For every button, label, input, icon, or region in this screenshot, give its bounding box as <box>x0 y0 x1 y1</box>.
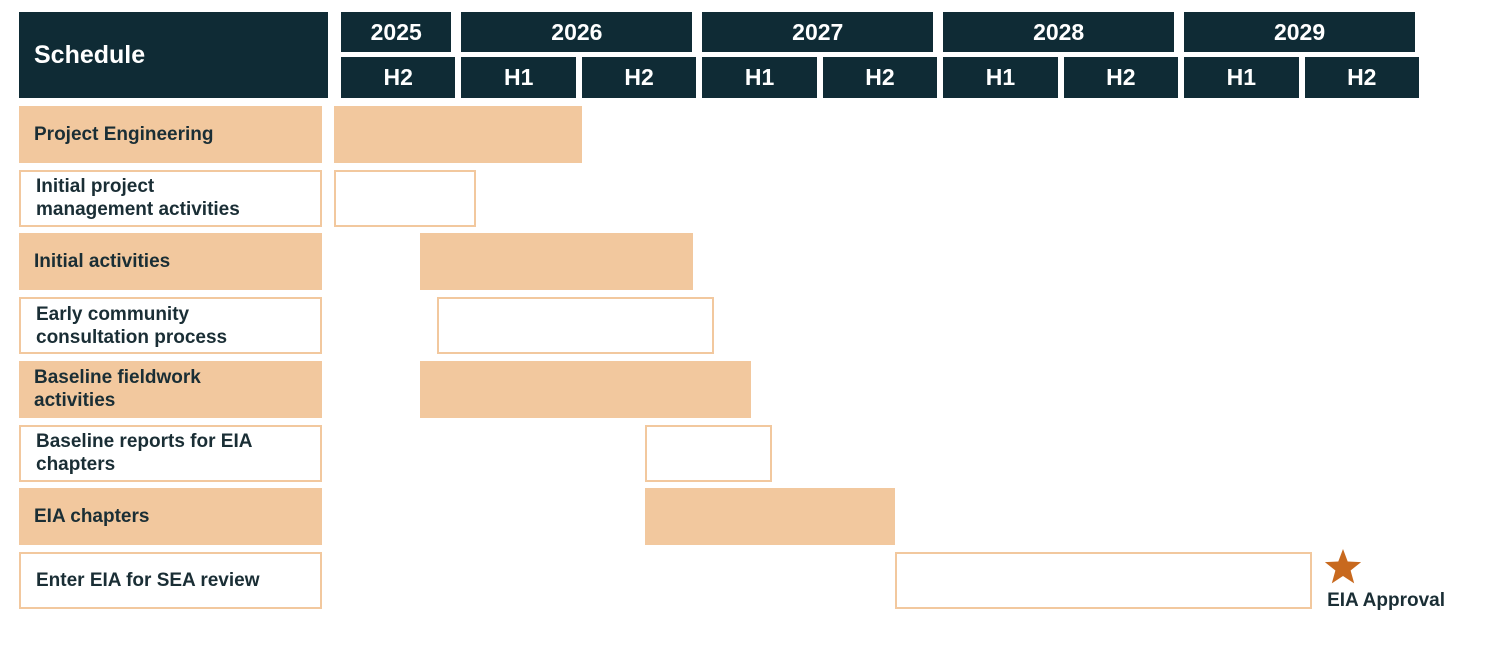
star-shape <box>1324 548 1362 584</box>
task-bar <box>420 360 751 418</box>
task-label: Baseline reports for EIA chapters <box>19 424 322 482</box>
half-header: H2 <box>581 57 697 98</box>
task-bar <box>437 297 715 355</box>
half-header: H2 <box>341 57 456 98</box>
task-label: Initial activities <box>19 233 322 291</box>
half-header: H2 <box>822 57 938 98</box>
task-bar <box>420 233 693 291</box>
task-bar <box>644 488 896 546</box>
task-label: EIA chapters <box>19 488 322 546</box>
task-bar <box>333 106 582 163</box>
half-header: H2 <box>1304 57 1419 98</box>
task-label: Project Engineering <box>19 106 322 163</box>
task-label: Initial project management activities <box>19 169 322 227</box>
schedule-header: Schedule <box>19 12 328 98</box>
task-bar <box>644 424 773 482</box>
task-bar <box>333 169 476 227</box>
year-header: 2027 <box>702 12 934 52</box>
half-header: H1 <box>702 57 817 98</box>
half-header: H2 <box>1063 57 1179 98</box>
year-header: 2025 <box>341 12 452 52</box>
year-header: 2026 <box>461 12 693 52</box>
half-header: H1 <box>461 57 576 98</box>
year-header: 2029 <box>1184 12 1415 52</box>
half-header: H1 <box>943 57 1058 98</box>
task-label: Enter EIA for SEA review <box>19 551 322 609</box>
year-header: 2028 <box>943 12 1175 52</box>
task-label: Early community consultation process <box>19 297 322 355</box>
milestone-star <box>1324 548 1362 584</box>
task-bar <box>895 551 1312 609</box>
milestone-label: EIA Approval <box>1327 589 1445 611</box>
half-header: H1 <box>1184 57 1299 98</box>
task-label: Baseline fieldwork activities <box>19 360 322 418</box>
